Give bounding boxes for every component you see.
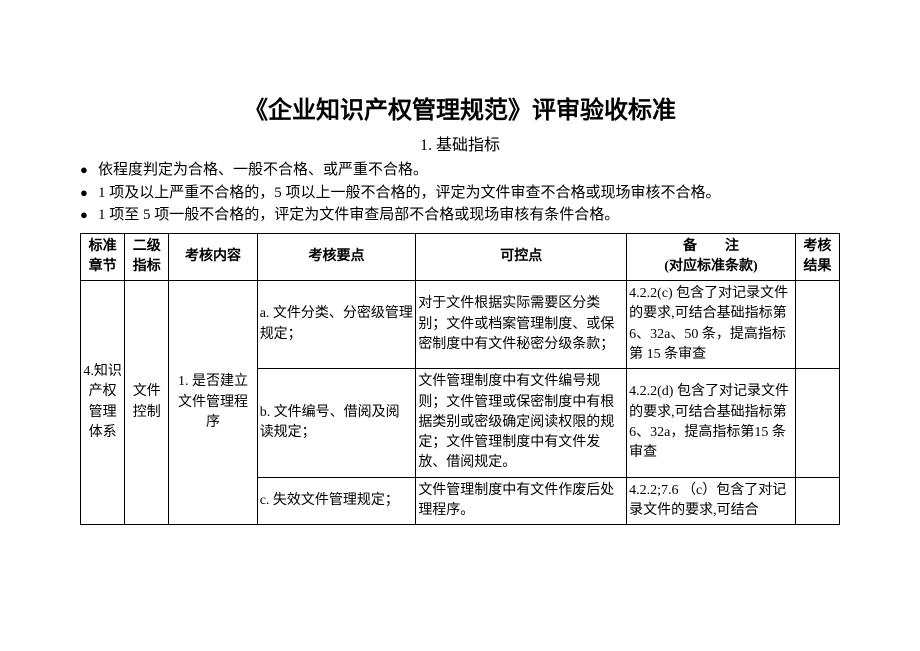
assessment-table: 标准章节 二级指标 考核内容 考核要点 可控点 备 注 (对应标准条款) 考核结… xyxy=(80,233,840,526)
document-page: 《企业知识产权管理规范》评审验收标准 1. 基础指标 依程度判定为合格、一般不合… xyxy=(0,0,920,651)
header-note: 备 注 (对应标准条款) xyxy=(627,233,796,281)
cell-control: 对于文件根据实际需要区分类别；文件或档案管理制度、或保密制度中有文件秘密分级条款… xyxy=(416,281,627,369)
bullet-item: 1 项及以上严重不合格的，5 项以上一般不合格的，评定为文件审查不合格或现场审核… xyxy=(80,182,840,205)
cell-result xyxy=(795,281,839,369)
cell-note: 4.2.2;7.6 （c）包含了对记录文件的要求,可结合 xyxy=(627,477,796,525)
cell-point: c. 失效文件管理规定； xyxy=(257,477,416,525)
bullet-item: 1 项至 5 项一般不合格的，评定为文件审查局部不合格或现场审核有条件合格。 xyxy=(80,204,840,227)
header-control: 可控点 xyxy=(416,233,627,281)
header-chapter: 标准章节 xyxy=(81,233,125,281)
cell-point: a. 文件分类、分密级管理规定； xyxy=(257,281,416,369)
cell-point: b. 文件编号、借阅及阅读规定； xyxy=(257,369,416,477)
header-point: 考核要点 xyxy=(257,233,416,281)
header-result: 考核结果 xyxy=(795,233,839,281)
header-note-line1: 备 注 xyxy=(683,239,739,254)
table-header-row: 标准章节 二级指标 考核内容 考核要点 可控点 备 注 (对应标准条款) 考核结… xyxy=(81,233,840,281)
cell-control: 文件管理制度中有文件作废后处理程序。 xyxy=(416,477,627,525)
header-note-line2: (对应标准条款) xyxy=(664,259,757,274)
header-level2: 二级指标 xyxy=(125,233,169,281)
cell-result xyxy=(795,477,839,525)
cell-chapter: 4.知识产权管理体系 xyxy=(81,281,125,525)
cell-note: 4.2.2(d) 包含了对记录文件的要求,可结合基础指标第 6、32a，提高指标… xyxy=(627,369,796,477)
bullet-item: 依程度判定为合格、一般不合格、或严重不合格。 xyxy=(80,159,840,182)
cell-level2: 文件控制 xyxy=(125,281,169,525)
cell-result xyxy=(795,369,839,477)
header-content: 考核内容 xyxy=(169,233,257,281)
criteria-bullets: 依程度判定为合格、一般不合格、或严重不合格。 1 项及以上严重不合格的，5 项以… xyxy=(80,159,840,227)
cell-note: 4.2.2(c) 包含了对记录文件的要求,可结合基础指标第 6、32a、50 条… xyxy=(627,281,796,369)
document-title: 《企业知识产权管理规范》评审验收标准 xyxy=(80,90,840,125)
table-row: 4.知识产权管理体系 文件控制 1. 是否建立文件管理程序 a. 文件分类、分密… xyxy=(81,281,840,369)
cell-control: 文件管理制度中有文件编号规则；文件管理或保密制度中有根据类别或密级确定阅读权限的… xyxy=(416,369,627,477)
section-subtitle: 1. 基础指标 xyxy=(80,131,840,155)
cell-content: 1. 是否建立文件管理程序 xyxy=(169,281,257,525)
